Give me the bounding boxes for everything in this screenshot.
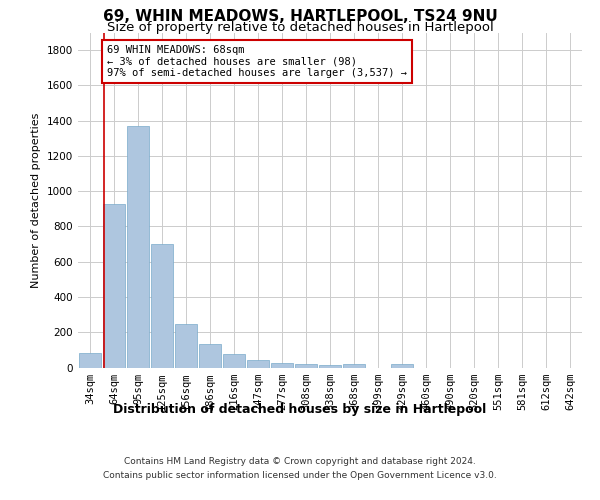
Text: Size of property relative to detached houses in Hartlepool: Size of property relative to detached ho…: [107, 22, 493, 35]
Bar: [199, 344, 221, 367]
Y-axis label: Number of detached properties: Number of detached properties: [31, 112, 41, 288]
Bar: [151, 244, 173, 368]
Text: Distribution of detached houses by size in Hartlepool: Distribution of detached houses by size …: [113, 402, 487, 415]
Bar: [79, 354, 101, 368]
Bar: [271, 363, 293, 368]
Bar: [127, 126, 149, 368]
Bar: [247, 360, 269, 368]
Text: Contains public sector information licensed under the Open Government Licence v3: Contains public sector information licen…: [103, 471, 497, 480]
Text: 69 WHIN MEADOWS: 68sqm
← 3% of detached houses are smaller (98)
97% of semi-deta: 69 WHIN MEADOWS: 68sqm ← 3% of detached …: [107, 45, 407, 78]
Text: Contains HM Land Registry data © Crown copyright and database right 2024.: Contains HM Land Registry data © Crown c…: [124, 458, 476, 466]
Bar: [295, 364, 317, 368]
Bar: [319, 365, 341, 368]
Bar: [103, 204, 125, 368]
Bar: [175, 324, 197, 368]
Text: 69, WHIN MEADOWS, HARTLEPOOL, TS24 9NU: 69, WHIN MEADOWS, HARTLEPOOL, TS24 9NU: [103, 9, 497, 24]
Bar: [343, 364, 365, 368]
Bar: [391, 364, 413, 368]
Bar: [223, 354, 245, 368]
